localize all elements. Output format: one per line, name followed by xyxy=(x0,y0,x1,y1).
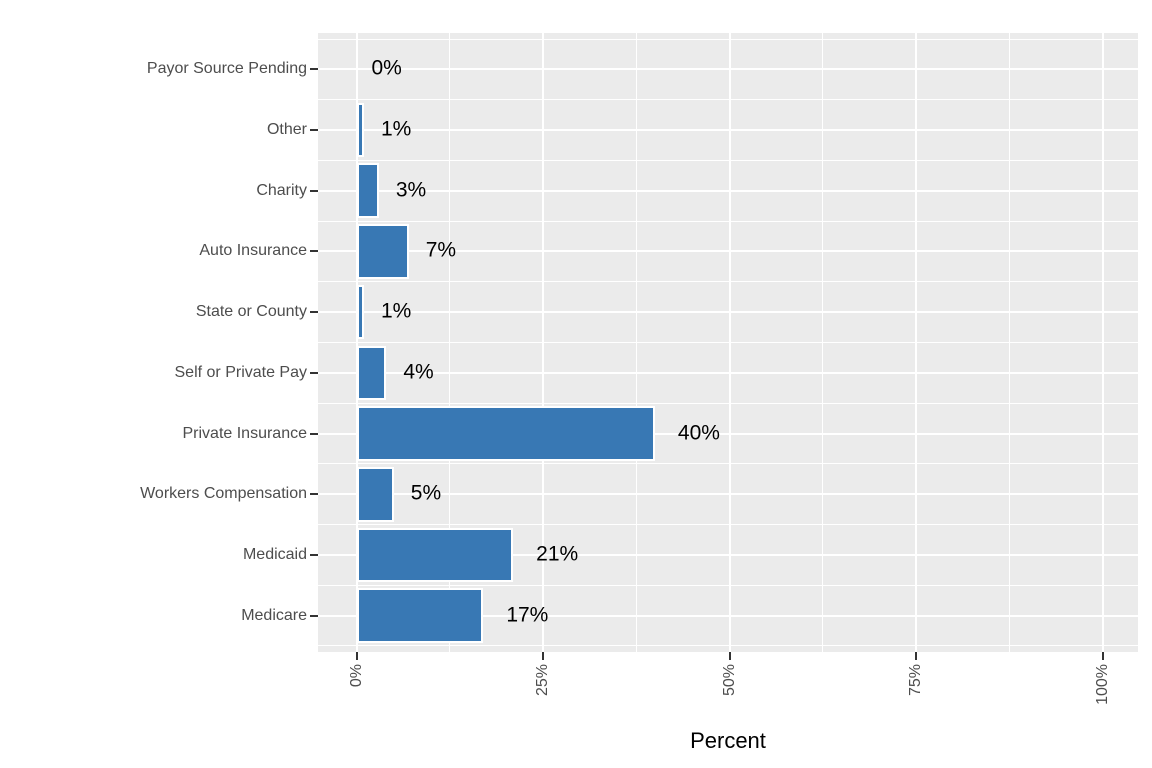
y-axis-category-label: Workers Compensation xyxy=(140,485,307,503)
gridline-major-horizontal xyxy=(318,311,1138,314)
gridline-major-horizontal xyxy=(318,189,1138,192)
gridline-major-horizontal xyxy=(318,614,1138,617)
y-axis-tick xyxy=(310,553,318,556)
bar-value-label: 7% xyxy=(425,238,457,262)
x-axis-tick xyxy=(728,652,731,660)
gridline-major-horizontal xyxy=(318,68,1138,71)
gridline-minor-horizontal xyxy=(318,584,1138,586)
bar xyxy=(356,406,655,461)
bar xyxy=(356,163,379,219)
y-axis-tick xyxy=(310,371,318,374)
x-axis-tick-label: 0% xyxy=(347,664,365,688)
gridline-minor-horizontal xyxy=(318,220,1138,222)
x-axis-tick xyxy=(915,652,917,660)
plot-panel: 0% 1% 3% 7% 1% 4% 40% 5% 21% 17% xyxy=(318,33,1138,652)
y-axis-category-label: Private Insurance xyxy=(182,424,307,442)
x-axis-tick xyxy=(1101,652,1104,660)
bar-value-label: 21% xyxy=(536,542,579,566)
bar-value-label: 4% xyxy=(403,360,434,384)
x-axis-tick xyxy=(355,652,358,660)
y-axis-tick xyxy=(310,614,318,617)
y-axis-tick xyxy=(310,189,318,192)
x-axis-tick-label: 25% xyxy=(534,664,551,697)
bar-value-label: 3% xyxy=(395,178,427,202)
bar-value-label: 17% xyxy=(506,603,549,627)
bar xyxy=(356,224,409,279)
y-axis-tick xyxy=(310,311,318,314)
gridline-major-horizontal xyxy=(318,432,1138,435)
y-axis-tick xyxy=(310,68,318,71)
gridline-minor-horizontal xyxy=(318,463,1138,465)
gridline-minor-vertical xyxy=(635,33,637,652)
bar xyxy=(356,284,364,340)
gridline-major-horizontal xyxy=(318,493,1138,496)
x-axis-tick-label: 50% xyxy=(720,664,738,697)
y-axis-category-label: Auto Insurance xyxy=(199,242,307,260)
gridline-minor-horizontal xyxy=(318,645,1138,647)
gridline-minor-vertical xyxy=(1008,33,1010,652)
bar xyxy=(356,466,394,522)
y-axis-category-label: Medicaid xyxy=(242,545,307,563)
gridline-major-vertical xyxy=(728,33,731,652)
y-axis-tick xyxy=(310,432,318,435)
y-axis-category-label: Self or Private Pay xyxy=(174,363,308,381)
gridline-minor-horizontal xyxy=(318,342,1138,343)
y-axis-category-label: Medicare xyxy=(241,606,307,624)
gridline-major-horizontal xyxy=(318,553,1138,556)
bar xyxy=(356,527,514,583)
bar xyxy=(356,588,484,643)
bar-value-label: 1% xyxy=(380,299,412,323)
gridline-major-horizontal xyxy=(318,129,1138,132)
y-axis-tick xyxy=(310,129,318,132)
gridline-minor-horizontal xyxy=(318,38,1138,40)
y-axis-tick xyxy=(310,493,318,496)
y-axis-tick xyxy=(310,250,318,253)
bar-value-label: 0% xyxy=(371,56,402,80)
bar xyxy=(356,102,364,158)
y-axis-category-label: Charity xyxy=(256,181,307,199)
bar xyxy=(356,345,387,401)
gridline-major-horizontal xyxy=(318,250,1138,253)
bar-value-label: 1% xyxy=(380,117,412,141)
gridline-major-vertical xyxy=(542,33,544,652)
y-axis-category-label: Payor Source Pending xyxy=(146,60,307,78)
y-axis-category-label: State or County xyxy=(195,303,307,321)
gridline-minor-vertical xyxy=(449,33,451,652)
x-axis-tick-label: 75% xyxy=(907,664,924,697)
gridline-minor-horizontal xyxy=(318,281,1138,283)
gridline-major-vertical xyxy=(355,33,358,652)
bar-value-label: 40% xyxy=(677,421,720,445)
gridline-minor-horizontal xyxy=(318,99,1138,101)
x-axis-tick-label: 100% xyxy=(1093,664,1111,705)
gridline-minor-horizontal xyxy=(318,159,1138,161)
bar-value-label: 5% xyxy=(410,481,442,505)
gridline-major-vertical xyxy=(1101,33,1104,652)
gridline-minor-horizontal xyxy=(318,524,1138,526)
x-axis-tick xyxy=(542,652,544,660)
gridline-minor-vertical xyxy=(822,33,824,652)
y-axis-category-label: Other xyxy=(266,121,307,139)
gridline-major-horizontal xyxy=(318,371,1138,374)
gridline-minor-horizontal xyxy=(318,402,1138,404)
gridline-major-vertical xyxy=(915,33,917,652)
x-axis-title: Percent xyxy=(690,728,766,753)
